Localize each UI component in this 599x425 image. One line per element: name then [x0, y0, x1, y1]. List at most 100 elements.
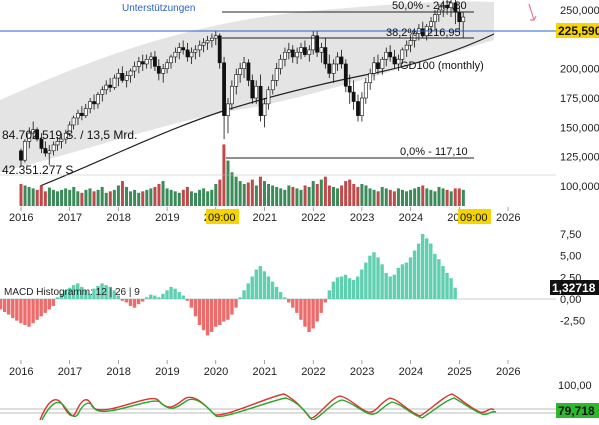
x-tick-label: 2020: [204, 366, 228, 378]
volume-bar: [226, 160, 230, 206]
macd-bar: [351, 279, 356, 299]
candle: [396, 58, 401, 65]
volume-bar: [254, 185, 258, 206]
macd-bar: [181, 295, 185, 299]
price-x-axis: 2016201720182019202020212022202320242025…: [9, 207, 520, 224]
volume-bar: [234, 176, 238, 206]
volume-bar: [380, 186, 384, 206]
current-price-label: 225,590: [558, 24, 599, 38]
candle: [356, 101, 360, 116]
macd-bar: [96, 286, 100, 299]
candle: [201, 42, 206, 46]
macd-bar: [92, 288, 96, 299]
macd-bar: [173, 288, 177, 299]
macd-bar: [331, 281, 336, 299]
top-left-label[interactable]: Unterstützungen: [122, 3, 195, 14]
volume-bar: [129, 191, 133, 206]
candle: [262, 103, 267, 116]
candle: [71, 117, 76, 126]
macd-bar: [433, 253, 437, 299]
macd-bar: [67, 287, 72, 299]
time-marker-1: 09:00: [208, 212, 236, 224]
x-tick-label: 2024: [399, 366, 423, 378]
candle: [55, 141, 60, 146]
macd-bar: [327, 290, 332, 299]
candle: [315, 35, 319, 53]
candle: [307, 49, 312, 55]
macd-bar: [339, 276, 344, 299]
candle: [197, 44, 202, 51]
candle: [79, 112, 84, 116]
macd-bar: [376, 257, 380, 299]
x-tick-label: 2024: [399, 212, 423, 224]
candle: [226, 103, 230, 116]
fib-0-label: 0,0% - 117,10: [400, 146, 468, 158]
candle: [100, 89, 105, 95]
macd-bar: [7, 299, 11, 315]
macd-bar: [185, 299, 189, 301]
volume-bar: [242, 184, 246, 206]
volume-bar: [372, 189, 376, 206]
volume-bar: [206, 191, 210, 206]
macd-bar: [120, 299, 125, 301]
fib-50-label: 50,0% - 247,80: [392, 0, 467, 12]
macd-ytick-label: -2,50: [560, 316, 585, 328]
macd-bar: [218, 299, 222, 325]
volume-bar: [246, 182, 250, 206]
volume-bar: [336, 188, 340, 206]
candle: [384, 51, 389, 60]
macd-bars-group: [0, 234, 457, 336]
candle: [234, 74, 239, 87]
volume-bar: [116, 185, 120, 206]
macd-bar: [416, 243, 421, 299]
candle: [323, 47, 328, 65]
volume-label-2: 42.351.277 S: [2, 163, 73, 177]
macd-bar: [254, 269, 258, 299]
candle: [35, 129, 39, 140]
volume-bar: [125, 186, 129, 206]
candle: [116, 73, 121, 79]
macd-bar: [295, 299, 299, 313]
candle: [153, 56, 157, 67]
macd-bar: [372, 252, 376, 299]
macd-bar: [420, 234, 425, 299]
candle: [67, 124, 72, 134]
x-tick-label: 2018: [106, 366, 130, 378]
volume-bar: [173, 191, 177, 206]
macd-bar: [201, 299, 206, 331]
candle: [347, 85, 352, 93]
volume-bar: [331, 186, 335, 206]
candle: [270, 80, 275, 91]
volume-bar: [413, 188, 417, 206]
macd-bar: [335, 277, 340, 299]
volume-bar: [327, 185, 331, 206]
candle: [331, 63, 336, 74]
volume-bar: [238, 181, 242, 206]
candle: [112, 77, 117, 88]
candle: [96, 94, 100, 105]
volume-bar: [400, 189, 404, 206]
x-tick-label: 2025: [447, 366, 471, 378]
stoch-line-red: [39, 393, 495, 421]
macd-ytick-label: 5,00: [560, 251, 581, 263]
macd-bar: [108, 286, 112, 299]
volume-bar: [214, 184, 218, 206]
volume-bar: [457, 188, 461, 206]
macd-bar: [392, 274, 396, 299]
macd-bar: [205, 299, 210, 336]
volume-bar: [202, 188, 206, 206]
macd-ytick-label: 7,50: [560, 229, 581, 241]
candle: [51, 144, 56, 152]
x-tick-label: 2019: [155, 366, 179, 378]
candle: [283, 51, 287, 60]
candle: [258, 85, 263, 116]
macd-bar: [149, 294, 153, 299]
candle: [335, 56, 340, 65]
volume-bar: [39, 185, 43, 206]
macd-bar: [384, 273, 388, 299]
macd-bar: [453, 287, 457, 299]
volume-bar: [315, 184, 319, 206]
candle: [412, 33, 417, 41]
volume-bar: [295, 188, 299, 206]
candle: [290, 49, 295, 58]
